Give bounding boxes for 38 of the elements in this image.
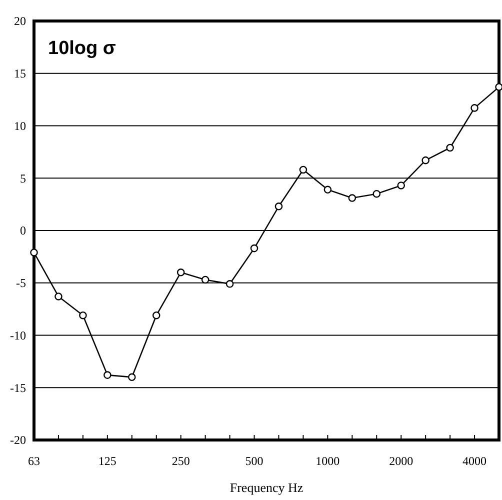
point <box>274 202 283 210</box>
point <box>152 311 160 320</box>
point <box>372 190 381 198</box>
point <box>250 244 258 252</box>
point <box>104 371 112 379</box>
text: 10log σ <box>48 38 116 59</box>
x-tick-label: 4000 <box>462 454 487 468</box>
x-tick-label: 125 <box>98 454 116 468</box>
point <box>348 194 356 202</box>
y-tick-label: 10 <box>14 118 26 133</box>
point <box>495 83 502 91</box>
y-tick-label: -10 <box>10 328 26 342</box>
point <box>176 268 185 276</box>
point <box>30 248 38 256</box>
point <box>446 144 454 152</box>
x-axis-title: Frequency Hz <box>230 480 304 495</box>
y-tick-label: 0 <box>20 224 26 238</box>
x-tick-label: 2000 <box>389 454 414 468</box>
x-tick-label: 250 <box>172 454 190 468</box>
point <box>397 182 405 190</box>
point <box>299 166 308 174</box>
point <box>324 186 332 194</box>
point <box>54 292 62 300</box>
y-tick-label: 5 <box>20 171 26 186</box>
y-tick-label: -15 <box>10 380 26 395</box>
y-tick-label: -20 <box>10 433 26 448</box>
point <box>470 104 478 112</box>
y-tick-label: -5 <box>16 276 26 290</box>
point <box>226 280 234 288</box>
x-tick-label: 1000 <box>316 454 340 468</box>
x-tick-label: 500 <box>245 454 264 468</box>
y-tick-label: 20 <box>14 14 26 28</box>
y-tick-label: 15 <box>14 66 26 81</box>
point <box>201 276 210 284</box>
point <box>128 373 136 382</box>
point <box>422 156 430 164</box>
x-tick-label: 63 <box>28 454 40 468</box>
point <box>79 311 87 320</box>
